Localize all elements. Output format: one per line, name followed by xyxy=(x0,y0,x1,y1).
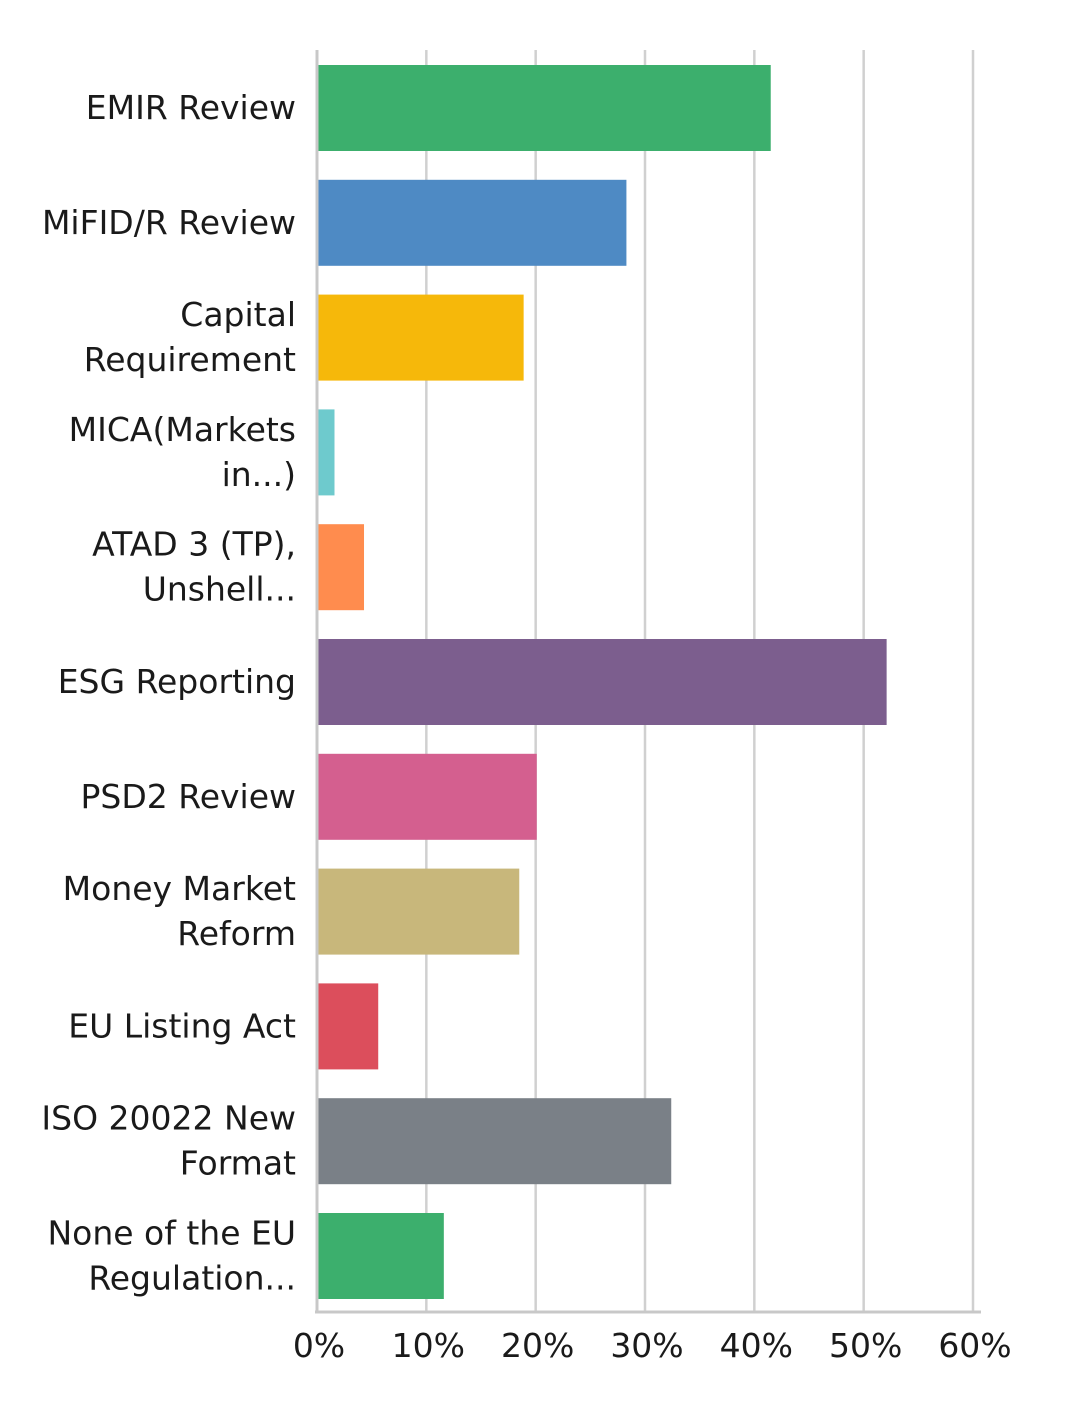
category-labels: EMIR Review MiFID/R Review Capital Requirem… xyxy=(41,88,296,1298)
category-label: ATAD 3 (TP), Unshell... xyxy=(92,525,296,609)
category-label: ESG Reporting xyxy=(58,662,296,701)
x-tick-label: 20% xyxy=(501,1326,574,1365)
category-label: EU Listing Act xyxy=(68,1006,296,1045)
bars xyxy=(317,65,887,1299)
bar xyxy=(317,868,520,955)
bar xyxy=(317,179,627,266)
bar xyxy=(317,524,365,611)
bar xyxy=(317,1213,444,1299)
bar xyxy=(317,1098,672,1185)
bar xyxy=(317,409,335,496)
bar xyxy=(317,753,537,840)
category-label: ISO 20022 New Format xyxy=(41,1099,296,1183)
category-label: EMIR Review xyxy=(86,88,296,127)
x-tick-label: 40% xyxy=(720,1326,793,1365)
x-tick-label: 0% xyxy=(293,1326,345,1365)
category-label: PSD2 Review xyxy=(81,777,296,816)
x-tick-label: 30% xyxy=(610,1326,683,1365)
bar xyxy=(317,294,524,381)
bar xyxy=(317,65,771,151)
x-tick-label: 50% xyxy=(829,1326,902,1365)
category-label: Money Market Reform xyxy=(63,869,296,953)
x-tick-labels: 0% 10% 20% 30% 40% 50% 60% xyxy=(293,1326,1012,1365)
x-tick-label: 60% xyxy=(938,1326,1011,1365)
axes xyxy=(315,50,981,1314)
bar xyxy=(317,983,379,1070)
category-label: MICA(Markets in...) xyxy=(69,410,296,494)
x-tick-label: 10% xyxy=(392,1326,465,1365)
category-label: Capital Requirement xyxy=(84,295,296,379)
bar xyxy=(317,639,887,725)
category-label: None of the EU Regulation... xyxy=(47,1214,296,1298)
category-label: MiFID/R Review xyxy=(42,203,296,242)
